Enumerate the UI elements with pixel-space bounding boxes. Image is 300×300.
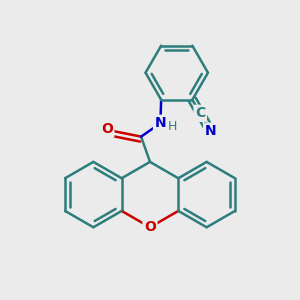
Text: N: N <box>154 116 166 130</box>
Text: N: N <box>205 124 216 138</box>
Text: C: C <box>195 106 205 120</box>
Text: H: H <box>168 120 178 133</box>
Text: O: O <box>101 122 113 136</box>
Text: O: O <box>144 220 156 234</box>
